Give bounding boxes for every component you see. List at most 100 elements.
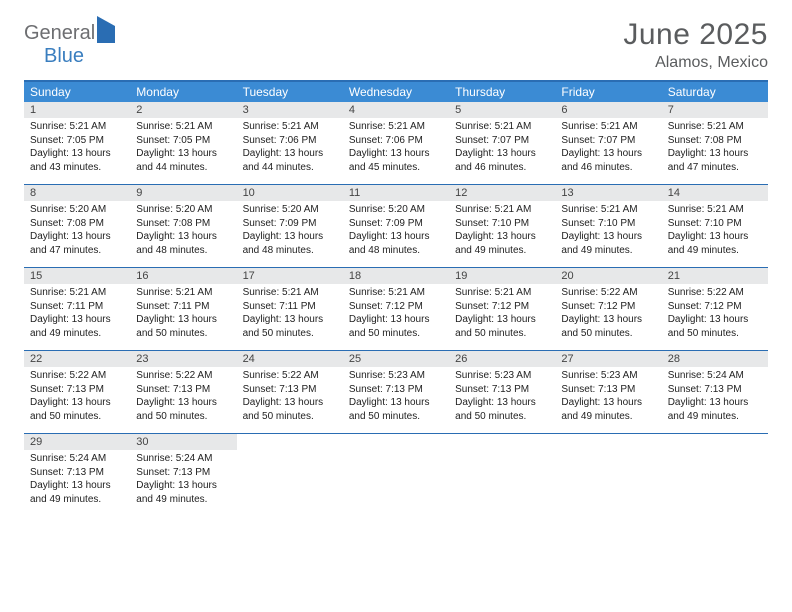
day-ss: Sunset: 7:07 PM — [455, 134, 549, 148]
day-sr: Sunrise: 5:22 AM — [668, 286, 762, 300]
day-cell: 3Sunrise: 5:21 AMSunset: 7:06 PMDaylight… — [237, 102, 343, 184]
logo-text-wrap: General Blue — [24, 22, 115, 68]
day-sr: Sunrise: 5:21 AM — [136, 286, 230, 300]
day-sr: Sunrise: 5:22 AM — [136, 369, 230, 383]
day-d1: Daylight: 13 hours — [243, 230, 337, 244]
day-d1: Daylight: 13 hours — [668, 396, 762, 410]
day-ss: Sunset: 7:11 PM — [136, 300, 230, 314]
day-ss: Sunset: 7:13 PM — [136, 466, 230, 480]
day-d1: Daylight: 13 hours — [136, 313, 230, 327]
dow-mon: Monday — [130, 82, 236, 102]
day-d2: and 44 minutes. — [243, 161, 337, 175]
day-d2: and 47 minutes. — [30, 244, 124, 258]
day-d1: Daylight: 13 hours — [561, 396, 655, 410]
day-cell: 15Sunrise: 5:21 AMSunset: 7:11 PMDayligh… — [24, 268, 130, 350]
day-ss: Sunset: 7:13 PM — [455, 383, 549, 397]
day-body: Sunrise: 5:21 AMSunset: 7:11 PMDaylight:… — [130, 284, 236, 344]
day-d1: Daylight: 13 hours — [30, 147, 124, 161]
day-empty — [555, 434, 661, 516]
day-sr: Sunrise: 5:21 AM — [455, 286, 549, 300]
day-sr: Sunrise: 5:21 AM — [30, 286, 124, 300]
day-ss: Sunset: 7:13 PM — [349, 383, 443, 397]
day-ss: Sunset: 7:08 PM — [668, 134, 762, 148]
day-body: Sunrise: 5:21 AMSunset: 7:07 PMDaylight:… — [449, 118, 555, 178]
week-row: 22Sunrise: 5:22 AMSunset: 7:13 PMDayligh… — [24, 351, 768, 434]
day-ss: Sunset: 7:09 PM — [349, 217, 443, 231]
day-d2: and 50 minutes. — [136, 410, 230, 424]
day-d2: and 50 minutes. — [243, 327, 337, 341]
day-d2: and 49 minutes. — [30, 327, 124, 341]
day-cell: 26Sunrise: 5:23 AMSunset: 7:13 PMDayligh… — [449, 351, 555, 433]
day-ss: Sunset: 7:11 PM — [30, 300, 124, 314]
day-ss: Sunset: 7:05 PM — [136, 134, 230, 148]
day-number: 27 — [555, 351, 661, 367]
day-ss: Sunset: 7:10 PM — [668, 217, 762, 231]
day-sr: Sunrise: 5:24 AM — [136, 452, 230, 466]
day-d1: Daylight: 13 hours — [136, 479, 230, 493]
day-d2: and 49 minutes. — [455, 244, 549, 258]
day-cell: 13Sunrise: 5:21 AMSunset: 7:10 PMDayligh… — [555, 185, 661, 267]
day-number: 30 — [130, 434, 236, 450]
weeks-container: 1Sunrise: 5:21 AMSunset: 7:05 PMDaylight… — [24, 102, 768, 516]
day-body: Sunrise: 5:21 AMSunset: 7:05 PMDaylight:… — [130, 118, 236, 178]
day-ss: Sunset: 7:12 PM — [668, 300, 762, 314]
day-cell: 10Sunrise: 5:20 AMSunset: 7:09 PMDayligh… — [237, 185, 343, 267]
day-body: Sunrise: 5:21 AMSunset: 7:06 PMDaylight:… — [343, 118, 449, 178]
day-sr: Sunrise: 5:20 AM — [243, 203, 337, 217]
day-sr: Sunrise: 5:21 AM — [349, 120, 443, 134]
day-body: Sunrise: 5:20 AMSunset: 7:09 PMDaylight:… — [237, 201, 343, 261]
day-ss: Sunset: 7:13 PM — [243, 383, 337, 397]
day-cell: 25Sunrise: 5:23 AMSunset: 7:13 PMDayligh… — [343, 351, 449, 433]
day-cell: 16Sunrise: 5:21 AMSunset: 7:11 PMDayligh… — [130, 268, 236, 350]
day-sr: Sunrise: 5:24 AM — [668, 369, 762, 383]
day-number: 17 — [237, 268, 343, 284]
day-ss: Sunset: 7:13 PM — [136, 383, 230, 397]
day-d1: Daylight: 13 hours — [349, 147, 443, 161]
day-d2: and 49 minutes. — [30, 493, 124, 507]
day-cell: 4Sunrise: 5:21 AMSunset: 7:06 PMDaylight… — [343, 102, 449, 184]
day-d1: Daylight: 13 hours — [136, 147, 230, 161]
day-number: 14 — [662, 185, 768, 201]
logo-mark-icon — [97, 16, 115, 43]
dow-fri: Friday — [555, 82, 661, 102]
day-d2: and 47 minutes. — [668, 161, 762, 175]
day-body: Sunrise: 5:21 AMSunset: 7:05 PMDaylight:… — [24, 118, 130, 178]
day-d1: Daylight: 13 hours — [455, 230, 549, 244]
day-d1: Daylight: 13 hours — [455, 147, 549, 161]
logo-word2: Blue — [22, 45, 84, 67]
day-cell: 22Sunrise: 5:22 AMSunset: 7:13 PMDayligh… — [24, 351, 130, 433]
day-number: 15 — [24, 268, 130, 284]
day-cell: 19Sunrise: 5:21 AMSunset: 7:12 PMDayligh… — [449, 268, 555, 350]
day-cell: 29Sunrise: 5:24 AMSunset: 7:13 PMDayligh… — [24, 434, 130, 516]
day-d2: and 43 minutes. — [30, 161, 124, 175]
day-number: 28 — [662, 351, 768, 367]
day-number: 6 — [555, 102, 661, 118]
day-d2: and 45 minutes. — [349, 161, 443, 175]
day-sr: Sunrise: 5:20 AM — [349, 203, 443, 217]
day-ss: Sunset: 7:08 PM — [136, 217, 230, 231]
day-d1: Daylight: 13 hours — [561, 147, 655, 161]
day-ss: Sunset: 7:09 PM — [243, 217, 337, 231]
day-body: Sunrise: 5:20 AMSunset: 7:09 PMDaylight:… — [343, 201, 449, 261]
day-ss: Sunset: 7:08 PM — [30, 217, 124, 231]
day-number: 23 — [130, 351, 236, 367]
day-ss: Sunset: 7:13 PM — [30, 383, 124, 397]
day-body: Sunrise: 5:23 AMSunset: 7:13 PMDaylight:… — [555, 367, 661, 427]
day-d1: Daylight: 13 hours — [349, 230, 443, 244]
day-d2: and 46 minutes. — [455, 161, 549, 175]
day-d2: and 50 minutes. — [30, 410, 124, 424]
day-body: Sunrise: 5:21 AMSunset: 7:10 PMDaylight:… — [449, 201, 555, 261]
day-sr: Sunrise: 5:22 AM — [561, 286, 655, 300]
day-ss: Sunset: 7:07 PM — [561, 134, 655, 148]
day-sr: Sunrise: 5:20 AM — [136, 203, 230, 217]
day-d1: Daylight: 13 hours — [243, 147, 337, 161]
day-number: 18 — [343, 268, 449, 284]
day-d1: Daylight: 13 hours — [349, 396, 443, 410]
day-cell: 21Sunrise: 5:22 AMSunset: 7:12 PMDayligh… — [662, 268, 768, 350]
day-body: Sunrise: 5:21 AMSunset: 7:10 PMDaylight:… — [662, 201, 768, 261]
day-cell: 23Sunrise: 5:22 AMSunset: 7:13 PMDayligh… — [130, 351, 236, 433]
day-cell: 12Sunrise: 5:21 AMSunset: 7:10 PMDayligh… — [449, 185, 555, 267]
day-d1: Daylight: 13 hours — [561, 313, 655, 327]
dow-thu: Thursday — [449, 82, 555, 102]
day-number: 3 — [237, 102, 343, 118]
